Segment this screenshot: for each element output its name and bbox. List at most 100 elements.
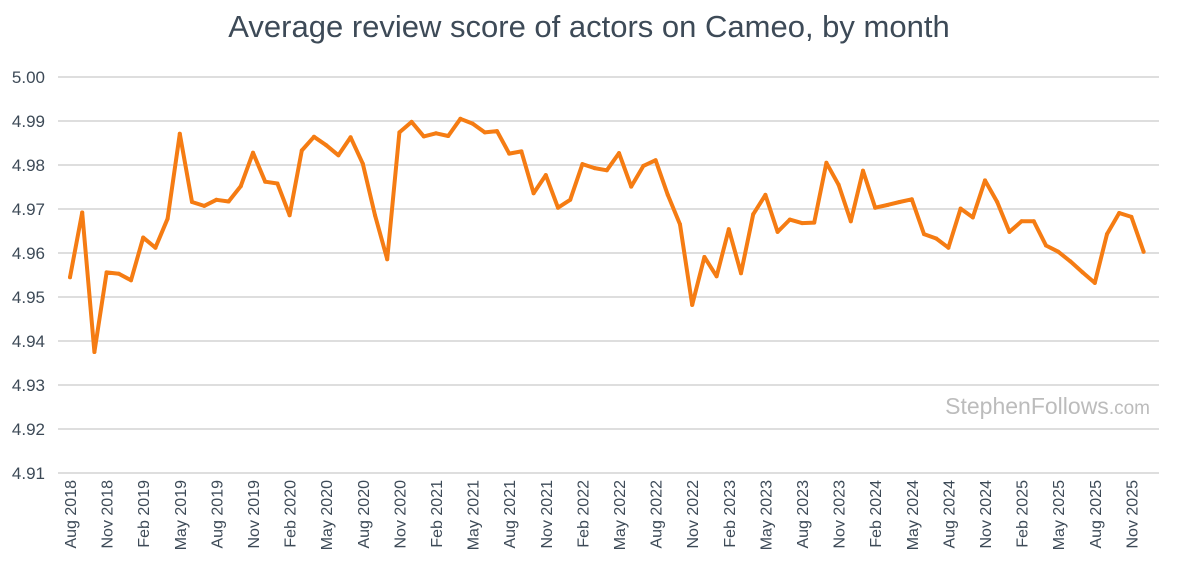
- data-point: [507, 151, 512, 156]
- x-tick-label: Feb 2023: [722, 480, 739, 548]
- data-point: [190, 200, 194, 204]
- data-point: [885, 203, 890, 207]
- data-point: [80, 210, 85, 215]
- data-point: [531, 191, 536, 196]
- data-point: [1141, 249, 1146, 254]
- data-point: [238, 184, 243, 189]
- y-tick-label: 4.95: [12, 288, 45, 307]
- data-point: [763, 192, 768, 197]
- data-point: [226, 199, 231, 204]
- data-point: [299, 148, 304, 153]
- data-point: [68, 275, 72, 280]
- data-point: [470, 121, 475, 126]
- data-point: [787, 217, 792, 222]
- data-point: [385, 257, 390, 262]
- x-tick-label: Aug 2021: [502, 480, 519, 549]
- data-point: [1056, 249, 1061, 254]
- y-tick-label: 4.93: [12, 376, 45, 395]
- x-tick-label: May 2023: [758, 480, 775, 550]
- data-point: [995, 200, 1000, 204]
- x-tick-label: May 2021: [466, 480, 483, 550]
- data-point: [836, 182, 841, 187]
- data-point: [580, 162, 585, 167]
- data-point: [141, 235, 146, 240]
- data-point: [970, 215, 975, 220]
- data-point: [1007, 229, 1012, 234]
- data-point: [934, 236, 939, 241]
- data-point: [848, 219, 853, 224]
- data-point: [324, 143, 329, 148]
- data-point: [641, 163, 646, 168]
- data-point: [177, 131, 182, 136]
- x-tick-label: Feb 2022: [575, 480, 592, 548]
- data-point: [800, 221, 804, 226]
- y-tick-label: 4.94: [12, 332, 45, 351]
- data-point: [958, 206, 963, 211]
- data-point: [861, 168, 865, 173]
- data-point: [421, 134, 426, 139]
- data-point: [1031, 219, 1036, 224]
- x-tick-label: Feb 2020: [283, 480, 300, 548]
- data-point: [214, 197, 219, 202]
- data-point: [726, 227, 731, 232]
- data-point: [434, 131, 438, 136]
- x-tick-label: May 2025: [1051, 480, 1068, 550]
- data-point: [153, 245, 158, 250]
- y-tick-label: 4.96: [12, 244, 45, 263]
- data-point: [751, 212, 756, 217]
- x-axis-ticks: Aug 2018 Nov 2018 Feb 2019 May 2019 Aug 2019…: [63, 480, 1141, 550]
- x-tick-label: Nov 2024: [978, 480, 995, 549]
- x-tick-label: Nov 2021: [539, 480, 556, 549]
- data-point: [922, 232, 926, 237]
- series-layer: [68, 116, 1146, 354]
- data-point: [812, 220, 817, 225]
- data-point: [739, 271, 743, 276]
- y-tick-label: 4.98: [12, 156, 45, 175]
- data-point: [92, 350, 97, 354]
- data-point: [617, 151, 621, 156]
- data-point: [263, 179, 268, 184]
- data-point: [629, 184, 634, 189]
- data-point: [129, 278, 133, 283]
- data-point: [1068, 259, 1073, 264]
- data-point: [1105, 232, 1109, 237]
- data-point: [909, 197, 914, 202]
- data-point: [1129, 214, 1134, 219]
- y-axis-ticks: 5.00 4.99 4.98 4.97 4.96 4.95 4.94 4.93 4.92 4.91: [12, 68, 45, 483]
- x-tick-label: Aug 2025: [1088, 480, 1105, 549]
- y-tick-label: 4.99: [12, 112, 45, 131]
- gridlines: [58, 76, 1159, 474]
- data-point: [495, 129, 499, 134]
- data-point: [165, 216, 170, 221]
- x-tick-label: Nov 2018: [100, 480, 117, 549]
- data-point: [897, 200, 902, 204]
- x-tick-label: Feb 2024: [868, 480, 885, 548]
- data-point: [983, 178, 987, 183]
- data-point: [775, 229, 780, 234]
- data-point: [446, 134, 451, 138]
- data-point: [1092, 280, 1097, 285]
- data-point: [104, 270, 109, 275]
- data-point: [458, 116, 463, 121]
- data-point: [275, 181, 280, 186]
- data-point: [556, 205, 560, 210]
- data-point: [665, 192, 670, 197]
- data-point: [336, 153, 341, 158]
- data-point: [1117, 211, 1122, 215]
- x-tick-label: Aug 2022: [649, 480, 666, 549]
- y-tick-label: 5.00: [12, 68, 45, 87]
- data-point: [1044, 243, 1048, 248]
- x-tick-label: May 2022: [612, 480, 629, 550]
- data-point: [568, 197, 573, 202]
- y-tick-label: 4.97: [12, 200, 45, 219]
- data-point: [690, 302, 695, 307]
- watermark-brand: StephenFollows: [945, 393, 1109, 419]
- data-point: [251, 150, 255, 155]
- data-point: [482, 130, 487, 135]
- x-tick-label: May 2020: [319, 480, 336, 550]
- x-tick-label: Aug 2024: [941, 480, 958, 549]
- x-tick-label: Aug 2023: [795, 480, 812, 549]
- data-point: [604, 168, 609, 173]
- data-point: [312, 134, 316, 139]
- series-line: [68, 116, 1146, 354]
